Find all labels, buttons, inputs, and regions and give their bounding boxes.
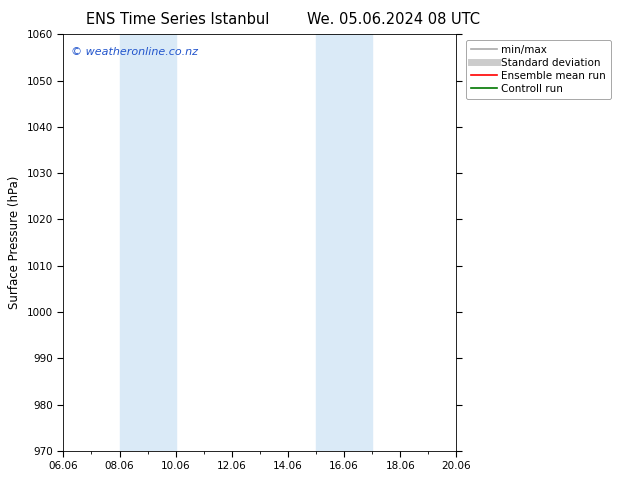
- Bar: [316, 34, 372, 451]
- Bar: [120, 34, 176, 451]
- Text: © weatheronline.co.nz: © weatheronline.co.nz: [71, 47, 198, 57]
- Y-axis label: Surface Pressure (hPa): Surface Pressure (hPa): [8, 176, 21, 309]
- Text: We. 05.06.2024 08 UTC: We. 05.06.2024 08 UTC: [307, 12, 479, 27]
- Text: ENS Time Series Istanbul: ENS Time Series Istanbul: [86, 12, 269, 27]
- Legend: min/max, Standard deviation, Ensemble mean run, Controll run: min/max, Standard deviation, Ensemble me…: [465, 40, 611, 99]
